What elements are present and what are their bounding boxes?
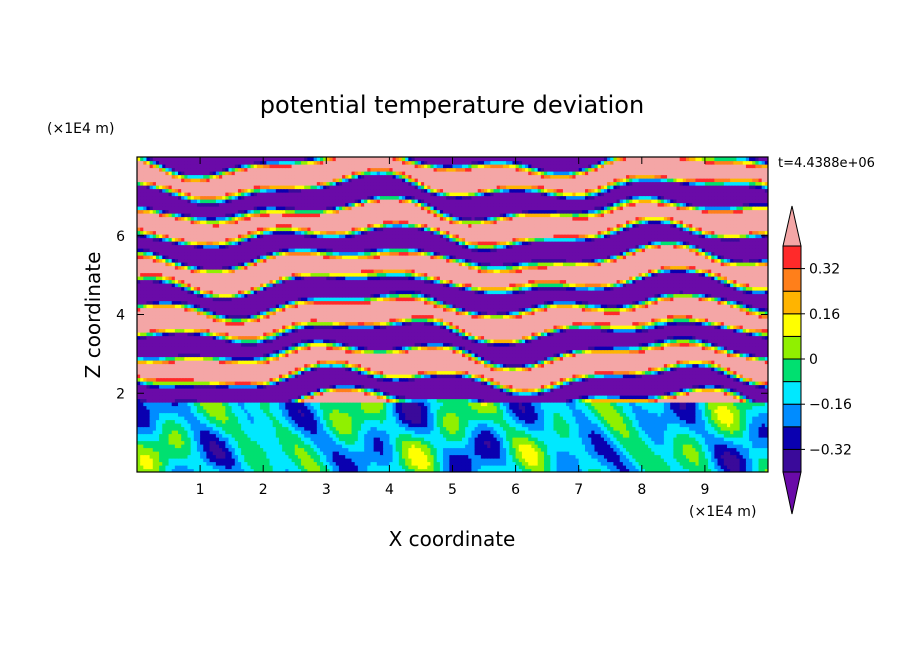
y-tick-label: 4 xyxy=(116,308,125,324)
x-tick-label: 9 xyxy=(700,482,709,498)
x-tick-label: 5 xyxy=(448,482,457,498)
colorbar-label: 0 xyxy=(809,352,818,368)
colorbar-label: −0.16 xyxy=(809,397,852,413)
colorbar-swatch xyxy=(783,246,801,269)
x-axis-label: X coordinate xyxy=(389,527,516,551)
colorbar-swatch xyxy=(783,359,801,382)
colorbar-swatch xyxy=(783,382,801,405)
x-tick-label: 1 xyxy=(196,482,205,498)
y-tick-label: 2 xyxy=(116,386,125,402)
colorbar-swatch xyxy=(783,314,801,337)
colorbar-swatch xyxy=(783,291,801,314)
colorbar-swatch xyxy=(783,404,801,427)
colorbar: 0.32 0.16 0 −0.16 −0.32 xyxy=(783,206,852,514)
y-axis-label: Z coordinate xyxy=(81,252,105,379)
x-tick-label: 8 xyxy=(637,482,646,498)
x-unit-label: (×1E4 m) xyxy=(689,504,756,520)
colorbar-swatch xyxy=(783,336,801,359)
x-tick-label: 2 xyxy=(259,482,268,498)
colorbar-over-arrow xyxy=(783,206,801,246)
x-tick-label: 6 xyxy=(511,482,520,498)
colorbar-swatch xyxy=(783,427,801,450)
colorbar-label: 0.16 xyxy=(809,307,840,323)
colorbar-label: −0.32 xyxy=(809,442,852,458)
chart-title: potential temperature deviation xyxy=(260,91,644,119)
y-tick-label: 6 xyxy=(116,229,125,245)
time-label: t=4.4388e+06 xyxy=(778,156,875,171)
contour-field xyxy=(137,157,769,473)
x-tick-label: 3 xyxy=(322,482,331,498)
colorbar-swatch xyxy=(783,269,801,292)
y-unit-label: (×1E4 m) xyxy=(47,121,114,137)
colorbar-swatch xyxy=(783,449,801,472)
x-tick-label: 4 xyxy=(385,482,394,498)
colorbar-label: 0.32 xyxy=(809,262,840,278)
x-tick-label: 7 xyxy=(574,482,583,498)
colorbar-under-arrow xyxy=(783,472,801,514)
